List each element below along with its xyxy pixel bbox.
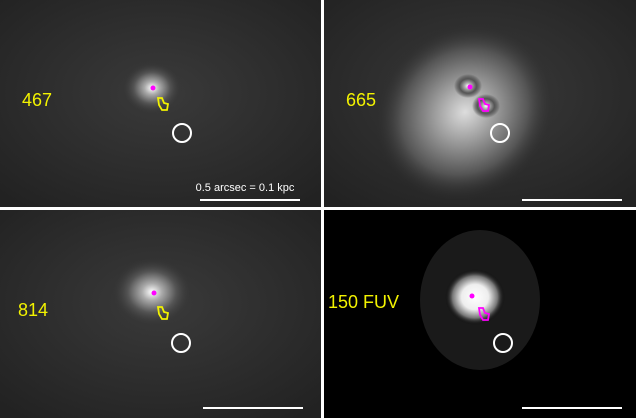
panel: 0.5 arcsec = 0.1 kpc 467	[0, 0, 321, 207]
panel: 150 FUV	[324, 210, 636, 418]
panel-label: 467	[22, 90, 52, 110]
panel: 665	[324, 0, 636, 207]
panel-label: 814	[18, 300, 48, 320]
panel-label: 150 FUV	[328, 292, 399, 312]
scale-bar-label: 0.5 arcsec = 0.1 kpc	[196, 182, 295, 194]
panel: 814	[0, 210, 321, 418]
panel-label: 665	[346, 90, 376, 110]
